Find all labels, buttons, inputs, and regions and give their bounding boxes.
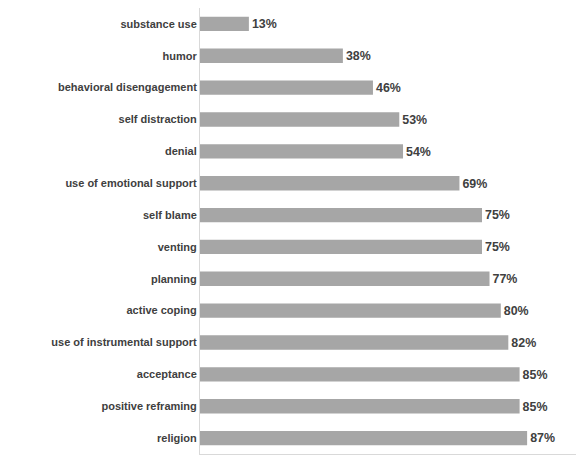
- svg-text:positive reframing: positive reframing: [101, 400, 196, 412]
- svg-text:85%: 85%: [523, 368, 548, 382]
- svg-text:75%: 75%: [485, 240, 510, 254]
- svg-text:planning: planning: [151, 273, 197, 285]
- svg-text:80%: 80%: [504, 304, 529, 318]
- svg-text:self blame: self blame: [143, 209, 197, 221]
- svg-text:46%: 46%: [376, 81, 401, 95]
- svg-text:87%: 87%: [530, 431, 555, 445]
- svg-text:self distraction: self distraction: [119, 113, 198, 125]
- svg-text:use of emotional support: use of emotional support: [65, 177, 197, 189]
- svg-text:substance use: substance use: [120, 18, 196, 30]
- svg-text:75%: 75%: [485, 208, 510, 222]
- svg-text:38%: 38%: [346, 49, 371, 63]
- svg-text:69%: 69%: [462, 177, 487, 191]
- svg-text:religion: religion: [157, 432, 197, 444]
- svg-text:82%: 82%: [511, 336, 536, 350]
- svg-text:77%: 77%: [493, 272, 518, 286]
- svg-text:use of instrumental support: use of instrumental support: [51, 336, 197, 348]
- svg-text:85%: 85%: [523, 400, 548, 414]
- svg-text:behavioral disengagement: behavioral disengagement: [58, 81, 197, 93]
- svg-text:53%: 53%: [402, 113, 427, 127]
- svg-text:54%: 54%: [406, 145, 431, 159]
- svg-text:active coping: active coping: [127, 304, 197, 316]
- svg-text:denial: denial: [165, 145, 197, 157]
- svg-text:venting: venting: [158, 241, 197, 253]
- svg-text:humor: humor: [163, 50, 198, 62]
- svg-text:acceptance: acceptance: [137, 368, 197, 380]
- svg-text:13%: 13%: [252, 17, 277, 31]
